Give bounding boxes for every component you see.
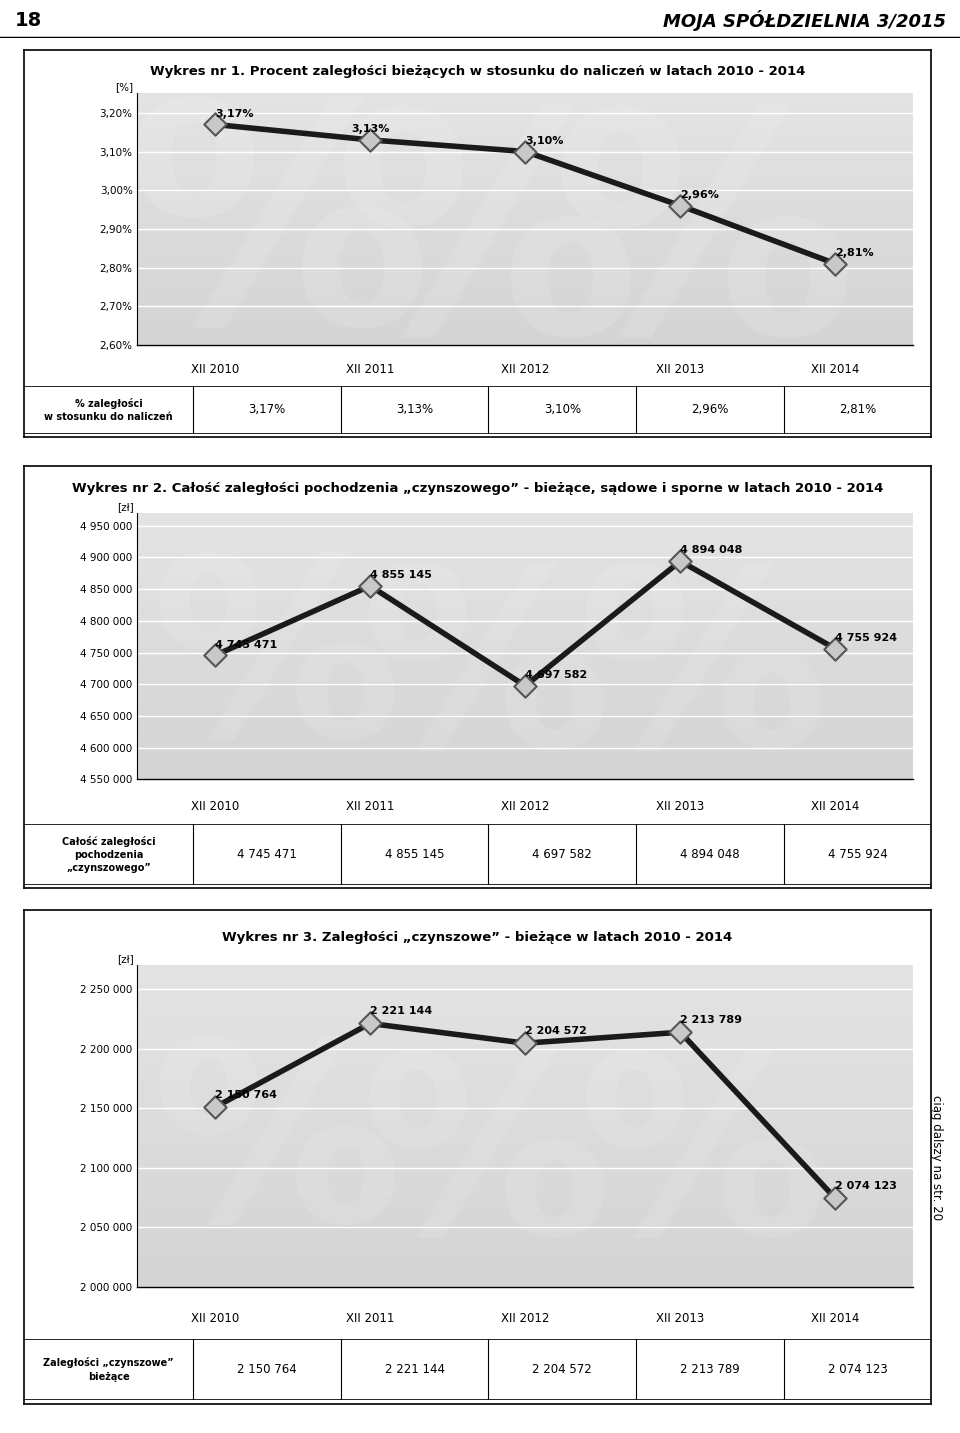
Point [673, 195, 688, 218]
Text: XII 2010: XII 2010 [191, 800, 239, 813]
Text: 4 894 048: 4 894 048 [681, 546, 743, 556]
Text: Wykres nr 2. Całość zaległości pochodzenia „czynszowego” - bieżące, sądowe i spo: Wykres nr 2. Całość zaległości pochodzen… [72, 483, 883, 496]
Text: 4 745 471: 4 745 471 [215, 639, 277, 649]
Text: XII 2012: XII 2012 [501, 1311, 549, 1326]
Text: % zaległości
w stosunku do naliczeń: % zaległości w stosunku do naliczeń [44, 398, 173, 421]
Text: 2 213 789: 2 213 789 [681, 1015, 742, 1025]
Text: %: % [124, 90, 430, 388]
Text: %: % [579, 1043, 828, 1285]
Text: 4 755 924: 4 755 924 [828, 848, 887, 861]
Text: %: % [152, 546, 402, 788]
Text: XII 2012: XII 2012 [501, 363, 549, 377]
Text: 18: 18 [14, 11, 41, 30]
Text: 3,10%: 3,10% [543, 403, 581, 417]
Text: [%]: [%] [115, 82, 133, 92]
Text: 4 745 471: 4 745 471 [237, 848, 297, 861]
Text: 2 074 123: 2 074 123 [828, 1363, 887, 1376]
Point [517, 675, 533, 698]
Text: 4 855 145: 4 855 145 [371, 570, 432, 580]
Text: 2 204 572: 2 204 572 [533, 1363, 592, 1376]
Point [207, 643, 223, 666]
Text: XII 2013: XII 2013 [657, 800, 705, 813]
Text: 3,10%: 3,10% [525, 136, 564, 146]
Text: 2,81%: 2,81% [835, 248, 875, 258]
Text: [zł]: [zł] [117, 954, 133, 964]
Point [363, 129, 378, 152]
Point [517, 140, 533, 163]
Text: 2,81%: 2,81% [839, 403, 876, 417]
Text: Zaległości „czynszowe”
bieżące: Zaległości „czynszowe” bieżące [43, 1357, 174, 1381]
Text: XII 2014: XII 2014 [811, 1311, 859, 1326]
Text: %: % [579, 557, 828, 800]
Text: 3,17%: 3,17% [249, 403, 286, 417]
Text: 3,13%: 3,13% [396, 403, 433, 417]
Text: 4 855 145: 4 855 145 [385, 848, 444, 861]
Text: 4 894 048: 4 894 048 [680, 848, 739, 861]
Text: XII 2011: XII 2011 [346, 1311, 395, 1326]
Text: XII 2012: XII 2012 [501, 800, 549, 813]
Text: 2 221 144: 2 221 144 [385, 1363, 444, 1376]
Text: 2,96%: 2,96% [691, 403, 729, 417]
Text: 2 150 764: 2 150 764 [215, 1091, 277, 1101]
Text: %: % [361, 557, 612, 800]
Text: 2,96%: 2,96% [681, 191, 719, 201]
Text: 2 221 144: 2 221 144 [371, 1006, 432, 1016]
Text: Wykres nr 1. Procent zaległości bieżących w stosunku do naliczeń w latach 2010 -: Wykres nr 1. Procent zaległości bieżącyc… [150, 64, 805, 77]
Text: XII 2011: XII 2011 [346, 800, 395, 813]
Text: %: % [361, 1043, 612, 1285]
Text: XII 2010: XII 2010 [191, 363, 239, 377]
Text: Wykres nr 3. Zaległości „czynszowe” - bieżące w latach 2010 - 2014: Wykres nr 3. Zaległości „czynszowe” - bi… [223, 930, 732, 944]
Text: XII 2011: XII 2011 [346, 363, 395, 377]
Text: %: % [333, 100, 639, 398]
Text: [zł]: [zł] [117, 502, 133, 512]
Point [363, 575, 378, 598]
Point [828, 252, 843, 275]
Point [673, 550, 688, 573]
Text: 2 074 123: 2 074 123 [835, 1181, 898, 1191]
Text: 4 697 582: 4 697 582 [533, 848, 592, 861]
Text: XII 2013: XII 2013 [657, 1311, 705, 1326]
Point [828, 1187, 843, 1209]
Point [673, 1020, 688, 1043]
Point [207, 1096, 223, 1119]
Text: XII 2014: XII 2014 [811, 800, 859, 813]
Text: XII 2010: XII 2010 [191, 1311, 239, 1326]
Point [207, 113, 223, 136]
Text: XII 2013: XII 2013 [657, 363, 705, 377]
Text: %: % [152, 1030, 402, 1273]
Text: 2 213 789: 2 213 789 [680, 1363, 740, 1376]
Text: 4 697 582: 4 697 582 [525, 671, 588, 679]
Text: 3,17%: 3,17% [215, 109, 253, 119]
Text: 2 150 764: 2 150 764 [237, 1363, 297, 1376]
Point [363, 1012, 378, 1035]
Text: ciąg dalszy na str. 20: ciąg dalszy na str. 20 [929, 1095, 943, 1219]
Point [828, 638, 843, 661]
Point [517, 1032, 533, 1055]
Text: 2 204 572: 2 204 572 [525, 1026, 588, 1036]
Text: XII 2014: XII 2014 [811, 363, 859, 377]
Text: 4 755 924: 4 755 924 [835, 633, 898, 643]
Text: Całość zaległości
pochodzenia
„czynszowego”: Całość zaległości pochodzenia „czynszowe… [61, 835, 156, 873]
Text: %: % [550, 100, 856, 398]
Text: 3,13%: 3,13% [351, 125, 390, 135]
Text: MOJA SPÓŁDZIELNIA 3/2015: MOJA SPÓŁDZIELNIA 3/2015 [662, 10, 946, 32]
